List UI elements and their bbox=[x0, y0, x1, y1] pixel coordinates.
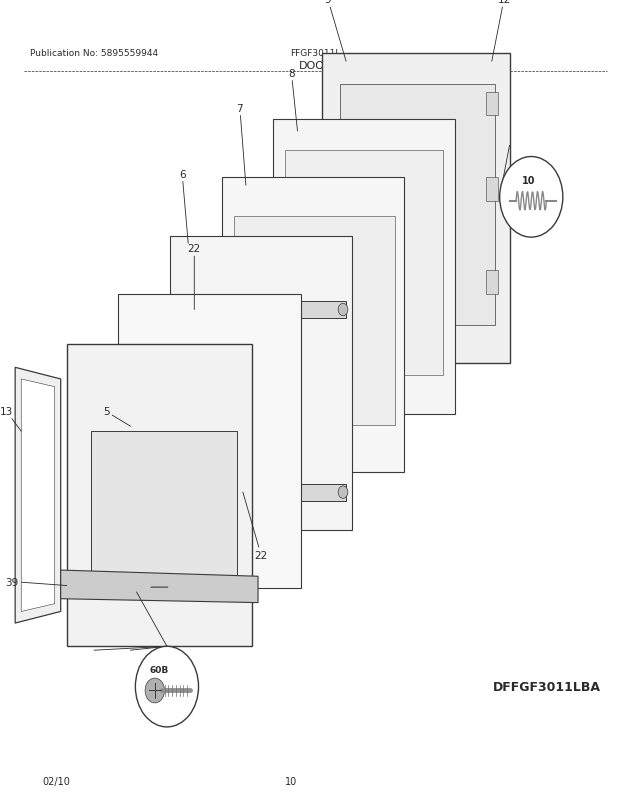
Text: 02/10: 02/10 bbox=[43, 776, 70, 786]
Text: 22: 22 bbox=[188, 244, 201, 310]
Text: FFGF3011L: FFGF3011L bbox=[291, 49, 341, 58]
Circle shape bbox=[174, 304, 184, 316]
Polygon shape bbox=[340, 85, 495, 326]
Text: 7: 7 bbox=[236, 103, 246, 186]
Polygon shape bbox=[21, 379, 55, 612]
Circle shape bbox=[174, 486, 184, 499]
Polygon shape bbox=[485, 93, 498, 116]
Circle shape bbox=[500, 157, 563, 238]
Polygon shape bbox=[485, 178, 498, 201]
Polygon shape bbox=[285, 151, 443, 375]
Circle shape bbox=[338, 304, 348, 316]
Polygon shape bbox=[170, 237, 352, 530]
Polygon shape bbox=[67, 345, 252, 646]
Polygon shape bbox=[273, 120, 455, 415]
Text: 9: 9 bbox=[324, 0, 346, 62]
Text: 39: 39 bbox=[6, 577, 67, 587]
Text: 10: 10 bbox=[285, 776, 298, 786]
Circle shape bbox=[135, 646, 198, 727]
Text: 12: 12 bbox=[492, 0, 510, 62]
Polygon shape bbox=[176, 484, 346, 501]
Text: 5: 5 bbox=[103, 407, 131, 427]
Text: ereplacementparts.com: ereplacementparts.com bbox=[241, 431, 391, 444]
Polygon shape bbox=[61, 570, 258, 603]
Polygon shape bbox=[322, 55, 510, 364]
Text: 6: 6 bbox=[179, 169, 188, 244]
Polygon shape bbox=[176, 302, 346, 318]
Polygon shape bbox=[118, 294, 301, 589]
Text: DFFGF3011LBA: DFFGF3011LBA bbox=[493, 680, 601, 693]
Polygon shape bbox=[15, 368, 61, 623]
Polygon shape bbox=[91, 431, 237, 585]
Circle shape bbox=[338, 486, 348, 499]
Text: DOOR: DOOR bbox=[299, 61, 332, 71]
Polygon shape bbox=[234, 217, 395, 426]
Text: 10: 10 bbox=[521, 176, 535, 185]
Circle shape bbox=[145, 678, 164, 703]
Polygon shape bbox=[221, 178, 404, 472]
Polygon shape bbox=[485, 271, 498, 294]
Text: 13: 13 bbox=[0, 407, 21, 431]
Text: 60B: 60B bbox=[149, 665, 169, 674]
Text: 22: 22 bbox=[243, 492, 268, 560]
Text: Publication No: 5895559944: Publication No: 5895559944 bbox=[30, 49, 159, 58]
Text: 8: 8 bbox=[288, 69, 298, 132]
